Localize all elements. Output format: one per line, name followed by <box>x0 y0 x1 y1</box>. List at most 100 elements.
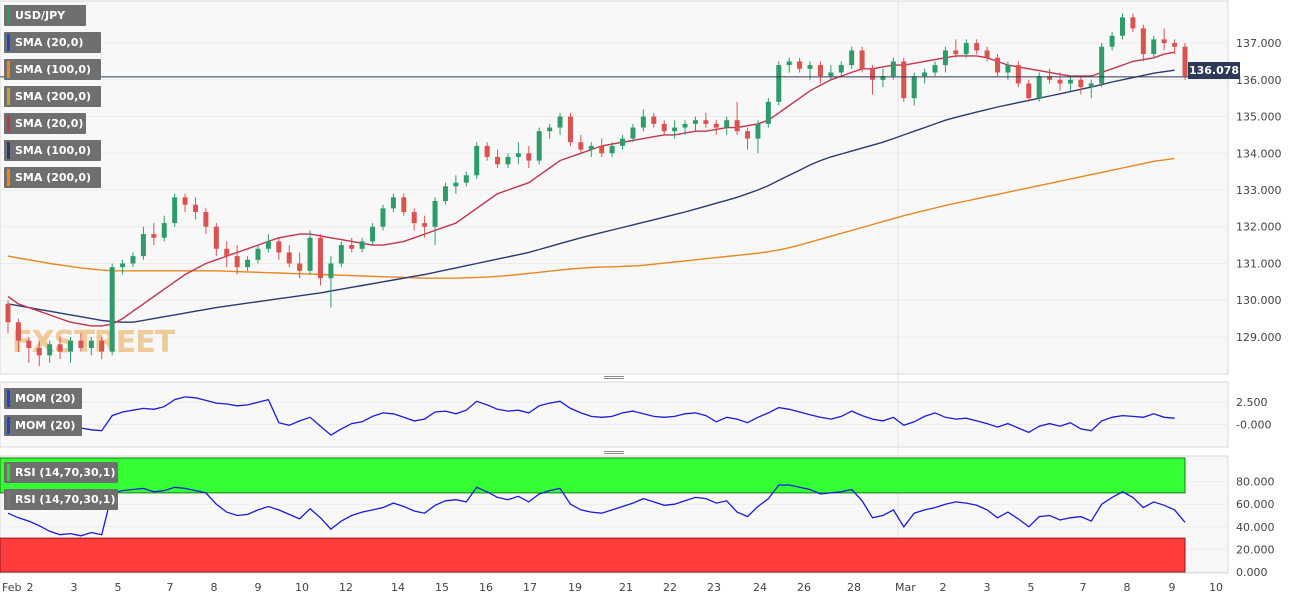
indicator-label-sma20-alt[interactable]: SMA (20,0) <box>4 113 86 134</box>
candle <box>172 193 178 227</box>
price-tick-label: 136.000 <box>1236 74 1282 87</box>
candle <box>349 237 355 253</box>
x-tick-label: 5 <box>1028 581 1035 594</box>
candle-body <box>932 65 938 73</box>
price-axis: 129.000 130.000 131.000 132.000 133.000 134.0… <box>1236 37 1282 344</box>
candle-body <box>974 43 980 51</box>
candle <box>88 336 94 356</box>
indicator-label-rsi-alt[interactable]: RSI (14,70,30,1) <box>4 489 118 510</box>
candle-body <box>588 145 594 150</box>
candle <box>703 112 709 128</box>
candle <box>620 134 626 150</box>
rsi-axis: 0.000 20.000 40.000 60.000 80.000 <box>1236 476 1275 579</box>
legend-swatch <box>7 34 10 51</box>
panel-resize-handle[interactable] <box>604 376 624 379</box>
candle <box>640 109 646 132</box>
candle <box>1047 68 1053 84</box>
instrument-label[interactable]: USD/JPY <box>4 5 86 26</box>
rsi-tick-label: 80.000 <box>1236 476 1275 489</box>
candle-body <box>1088 83 1094 88</box>
candle-body <box>224 248 230 257</box>
indicator-label-sma100[interactable]: SMA (100,0) <box>4 59 101 80</box>
candle <box>5 300 11 334</box>
candle-body <box>536 131 542 161</box>
candle-body <box>859 50 865 69</box>
x-tick-label: 14 <box>391 581 405 594</box>
candle-body <box>57 344 63 352</box>
rsi-zones <box>0 457 1186 573</box>
x-tick-label: 5 <box>115 581 122 594</box>
indicator-label-sma20[interactable]: SMA (20,0) <box>4 32 101 53</box>
candle-body <box>984 50 990 58</box>
candle <box>922 68 928 84</box>
candle <box>57 336 63 359</box>
candle <box>442 182 448 205</box>
mom-tick-label: 2.500 <box>1236 396 1268 409</box>
x-tick-label: 21 <box>619 581 633 594</box>
x-tick-label: 28 <box>847 581 861 594</box>
candle <box>1078 76 1084 95</box>
candle <box>1120 13 1126 40</box>
candle <box>203 208 209 235</box>
candle-body <box>692 120 698 124</box>
x-tick-label: 3 <box>984 581 991 594</box>
legend-swatch <box>7 61 10 78</box>
indicator-label-sma200[interactable]: SMA (200,0) <box>4 86 101 107</box>
candle <box>609 142 615 157</box>
candle <box>557 112 563 135</box>
candle <box>859 46 865 73</box>
candle-body <box>1036 76 1042 99</box>
candle-body <box>442 186 448 202</box>
candle-body <box>547 127 553 132</box>
candle <box>317 234 323 286</box>
price-tick-label: 134.000 <box>1236 147 1282 160</box>
candle <box>1182 43 1188 80</box>
x-tick-label: 26 <box>797 581 811 594</box>
x-tick-label: 19 <box>568 581 582 594</box>
candle <box>453 175 459 194</box>
price-tick-label: 129.000 <box>1236 331 1282 344</box>
candle <box>495 149 501 168</box>
candle <box>359 237 365 253</box>
candle-body <box>890 61 896 77</box>
candle-body <box>1172 43 1178 47</box>
candle-body <box>849 50 855 66</box>
candle-body <box>297 263 303 271</box>
candle-body <box>26 340 32 348</box>
legend-text: RSI (14,70,30,1) <box>15 493 116 506</box>
candle-body <box>432 201 438 227</box>
candle-body <box>182 197 188 205</box>
candle <box>78 333 84 352</box>
candle-body <box>1161 39 1167 44</box>
indicator-label-mom-alt[interactable]: MOM (20) <box>4 415 82 436</box>
x-tick-label: 16 <box>479 581 493 594</box>
panel-resize-handle[interactable] <box>604 451 624 454</box>
x-tick-label: Feb <box>2 581 21 594</box>
candle <box>192 197 198 220</box>
candle-body <box>526 153 532 161</box>
candle <box>849 46 855 69</box>
candle-body <box>942 50 948 66</box>
candle-body <box>422 223 428 227</box>
mom-panel <box>0 381 1229 448</box>
legend-text: MOM (20) <box>15 419 76 432</box>
candle-body <box>922 72 928 77</box>
candle-body <box>734 120 740 132</box>
candle-body <box>609 145 615 154</box>
x-tick-label: 9 <box>1169 581 1176 594</box>
indicator-label-sma100-alt[interactable]: SMA (100,0) <box>4 140 101 161</box>
candle-body <box>390 197 396 209</box>
candle <box>474 142 480 179</box>
candle-body <box>1120 17 1126 36</box>
candle <box>1172 39 1178 55</box>
candle-body <box>1015 65 1021 84</box>
candle <box>307 230 313 275</box>
legend-swatch <box>7 491 10 508</box>
candle <box>974 39 980 55</box>
indicator-label-rsi[interactable]: RSI (14,70,30,1) <box>4 462 118 483</box>
indicator-label-mom[interactable]: MOM (20) <box>4 388 82 409</box>
indicator-label-sma200-alt[interactable]: SMA (200,0) <box>4 167 101 188</box>
candle <box>547 123 553 139</box>
